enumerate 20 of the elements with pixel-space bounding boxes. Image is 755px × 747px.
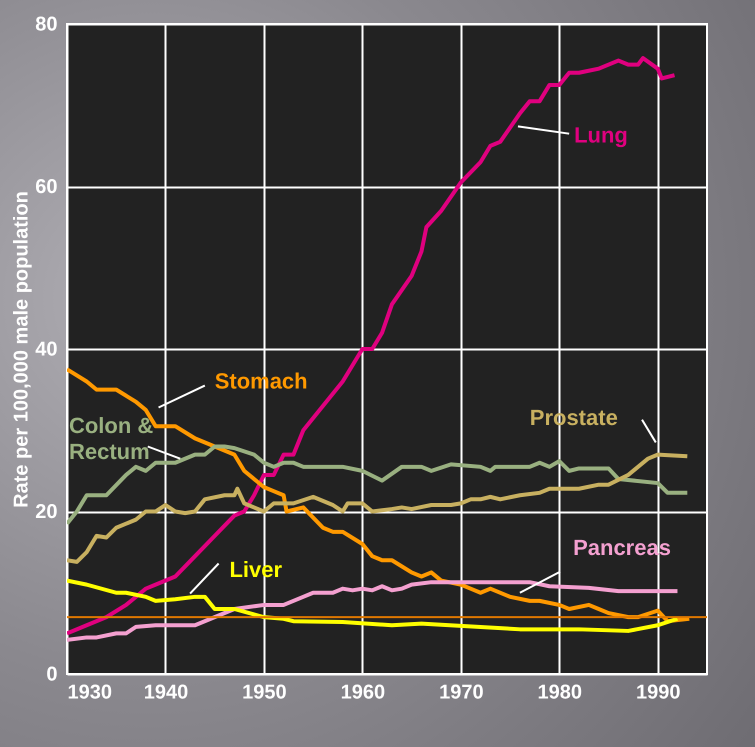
x-tick-label: 1960	[340, 682, 386, 704]
y-tick-label: 60	[35, 176, 58, 198]
x-tick-label: 1950	[242, 682, 287, 704]
x-tick-label: 1990	[636, 682, 681, 704]
y-tick-label: 80	[35, 14, 58, 36]
x-tick-label: 1930	[68, 682, 112, 704]
series-label: Colon & Rectum	[68, 413, 154, 464]
series-label: Lung	[574, 122, 628, 148]
x-tick-label: 1940	[144, 682, 188, 704]
line-series	[67, 578, 680, 633]
line-series	[67, 444, 690, 526]
line-series	[67, 367, 692, 624]
x-tick-label: 1980	[538, 682, 582, 704]
x-tick-label: 1970	[439, 682, 484, 704]
y-axis-title: Rate per 100,000 male population	[10, 191, 32, 508]
y-tick-label: 40	[35, 338, 58, 360]
y-tick-label: 0	[46, 664, 58, 686]
line-series	[67, 580, 680, 642]
line-series	[67, 56, 677, 636]
y-tick-label: 20	[35, 501, 58, 523]
